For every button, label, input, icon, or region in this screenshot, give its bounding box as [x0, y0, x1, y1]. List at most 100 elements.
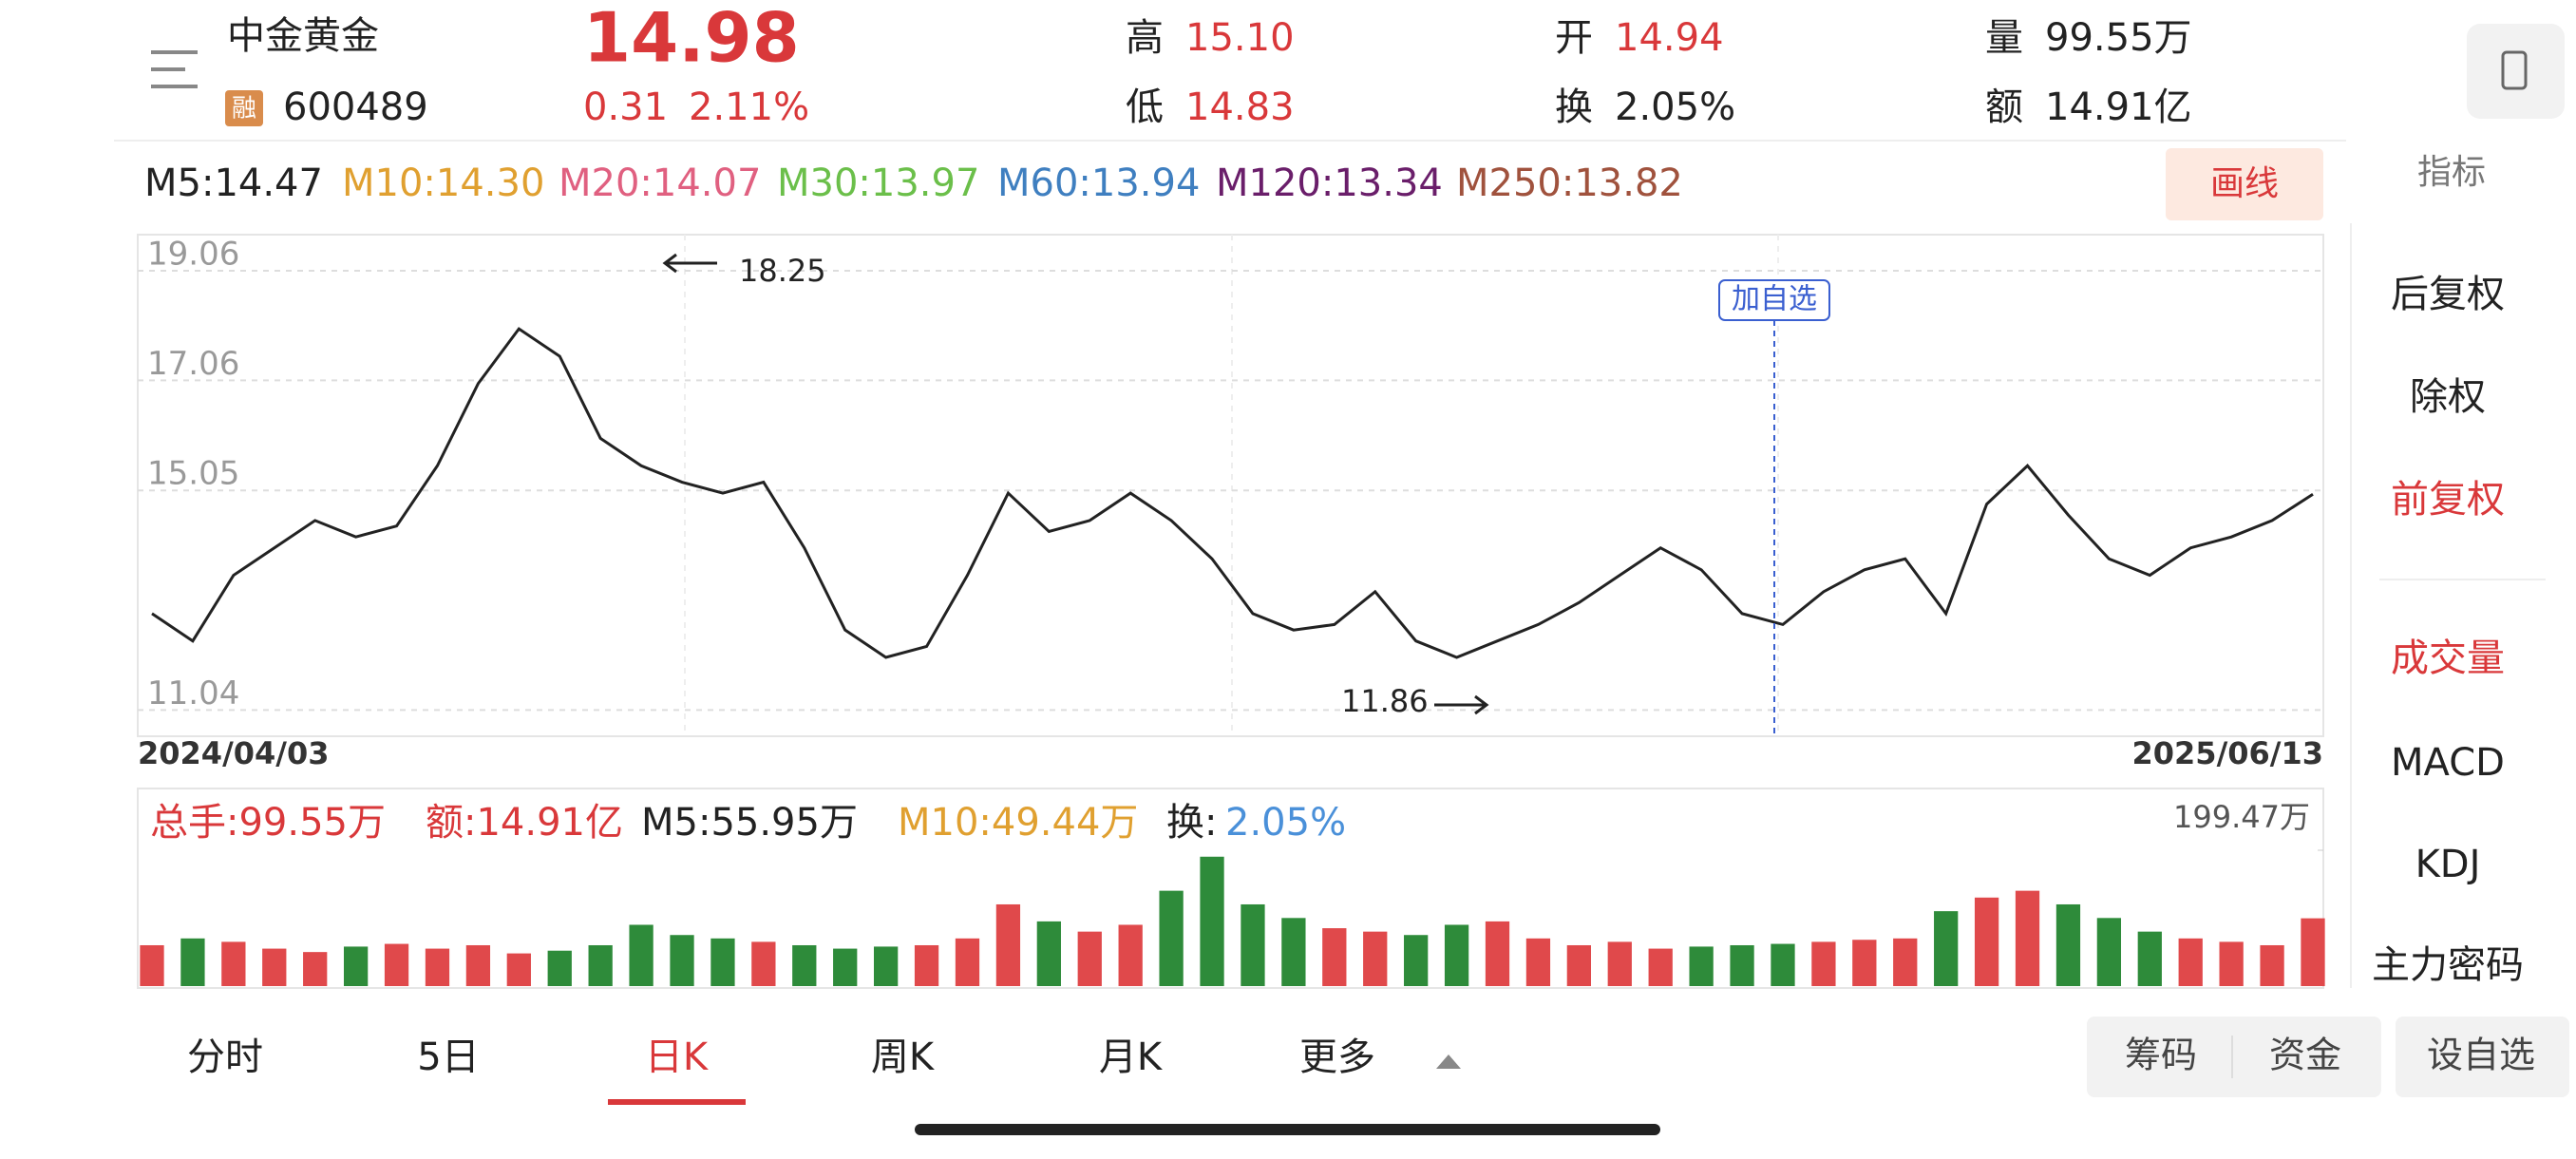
volume-bar [2260, 944, 2284, 986]
stock-name: 中金黄金 [227, 14, 379, 58]
y-tick-label: 19.06 [147, 236, 239, 274]
more-arrow[interactable] [1436, 1054, 1461, 1069]
panel-item[interactable]: 成交量 [2391, 636, 2505, 680]
stat-label: 低 [1126, 86, 1164, 129]
ma-value: M20:14.07 [559, 162, 761, 205]
tab[interactable]: 周K [871, 1036, 936, 1079]
volume-bar [670, 935, 694, 986]
volume-bar [588, 944, 613, 986]
watch-button-bg [2396, 1016, 2569, 1097]
y-tick-label: 15.05 [147, 455, 239, 493]
change: 0.31 [583, 86, 668, 129]
panel-item[interactable]: MACD [2391, 741, 2505, 785]
stat-label: 额 [1985, 86, 2023, 129]
volume-bar [1771, 943, 1795, 986]
volume-bar [1241, 903, 1265, 986]
volume-bar [343, 946, 369, 986]
volume-bar [2301, 918, 2325, 986]
tab[interactable]: 分时 [187, 1036, 263, 1079]
tab[interactable]: 5日 [417, 1036, 479, 1079]
panel-item[interactable]: 主力密码 [2372, 943, 2524, 987]
arrow [1434, 694, 1489, 715]
draw-button-bg[interactable] [2166, 148, 2323, 220]
volume-bar [1036, 921, 1061, 986]
price-line [151, 327, 2314, 659]
volume-bar [1730, 944, 1754, 986]
volume-bar [1444, 924, 1469, 986]
add-watch-box[interactable] [1718, 279, 1830, 321]
volume-legend: M10:49.44万 [898, 801, 1138, 845]
volume-bar [629, 924, 653, 986]
volume-bar [425, 948, 450, 986]
layout-icon [2501, 50, 2528, 90]
charts: 19.06 17.06 15.05 11.04 2024/04/03 2025/06/13… [138, 236, 2325, 986]
volume-bar [955, 938, 980, 986]
y-tick-label: 11.04 [147, 674, 239, 712]
volume-bar [221, 941, 246, 986]
stat-value: 99.55万 [2045, 16, 2192, 60]
volume-bar [1363, 931, 1388, 986]
volume-bar [914, 944, 939, 986]
volume-bar [1200, 856, 1224, 986]
ma-value: M30:13.97 [777, 162, 979, 205]
volume-frame [137, 788, 2324, 989]
badge-bg [225, 90, 263, 126]
buttons: 筹码 资金 设自选 [2125, 1035, 2535, 1076]
volume-bar [506, 953, 531, 986]
volume-bar [751, 941, 776, 986]
volume-bar [1404, 935, 1429, 986]
stat-label: 量 [1985, 16, 2023, 60]
volume-bar [1974, 897, 1999, 986]
volume-bar [995, 903, 1021, 986]
draw-button[interactable]: 画线 [2210, 164, 2279, 203]
volume-bar [2096, 918, 2122, 986]
panel-item[interactable]: KDJ [2415, 843, 2481, 886]
arrow [662, 253, 717, 274]
ma-value: M60:13.94 [997, 162, 1200, 205]
stat-value: 15.10 [1185, 16, 1295, 60]
panel-item[interactable]: 后复权 [2391, 273, 2505, 316]
volume-bar [1485, 921, 1510, 986]
volume-bar [1689, 946, 1714, 986]
home-indicator [915, 1124, 1660, 1135]
volume-bar [1566, 944, 1591, 986]
indicator-button[interactable]: 指标 [2417, 153, 2486, 192]
x-label-end: 2025/06/13 [2132, 735, 2324, 771]
volume-legend: 额:14.91亿 [426, 801, 623, 845]
volume-bar [1607, 941, 1632, 986]
volume-bar [1281, 918, 1306, 986]
stock-code: 600489 [283, 86, 428, 129]
volume-bar [1852, 940, 1877, 986]
stat-value: 14.83 [1185, 86, 1295, 129]
ma-value: M10:14.30 [342, 162, 544, 205]
tab[interactable]: 月K [1099, 1036, 1164, 1079]
tab[interactable]: 更多 [1299, 1036, 1375, 1079]
volume-bar [384, 943, 409, 986]
volume-bar [2137, 931, 2162, 986]
annotation-high: 18.25 [739, 253, 826, 289]
volume-bar [2178, 938, 2203, 986]
panel-item[interactable]: 除权 [2410, 375, 2486, 419]
volume-bar [1322, 928, 1347, 986]
button[interactable]: 筹码 [2125, 1035, 2197, 1076]
ma-row: M5:14.47 M10:14.30 M20:14.07 M30:13.97 M60:1… [144, 162, 1683, 205]
button[interactable]: 设自选 [2427, 1035, 2535, 1076]
volume-bar [1077, 931, 1102, 986]
tab[interactable]: 日K [645, 1036, 710, 1079]
volume-bar [2055, 903, 2081, 986]
layout-button[interactable] [2467, 24, 2565, 119]
tabs: 分时 5日 日K 周K 月K 更多 [187, 1036, 1375, 1079]
ma-value: M5:14.47 [144, 162, 323, 205]
volume-bar [1648, 948, 1673, 986]
volume-bar [465, 944, 491, 986]
panel-item[interactable]: 前复权 [2391, 478, 2505, 522]
volume-tick-label: 199.47万 [2173, 799, 2310, 835]
add-watch-label[interactable]: 加自选 [1732, 283, 1817, 316]
menu-icon[interactable] [151, 50, 198, 88]
x-label-start: 2024/04/03 [138, 735, 330, 771]
button[interactable]: 资金 [2269, 1035, 2341, 1076]
volume-bar [833, 948, 858, 986]
